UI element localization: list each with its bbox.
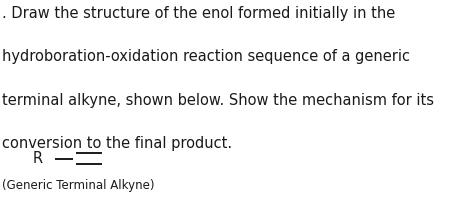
Text: (Generic Terminal Alkyne): (Generic Terminal Alkyne): [2, 179, 155, 192]
Text: terminal alkyne, shown below. Show the mechanism for its: terminal alkyne, shown below. Show the m…: [2, 93, 434, 108]
Text: R: R: [32, 151, 42, 166]
Text: hydroboration-oxidation reaction sequence of a generic: hydroboration-oxidation reaction sequenc…: [2, 49, 410, 64]
Text: conversion to the final product.: conversion to the final product.: [2, 136, 232, 151]
Text: . Draw the structure of the enol formed initially in the: . Draw the structure of the enol formed …: [2, 6, 396, 21]
